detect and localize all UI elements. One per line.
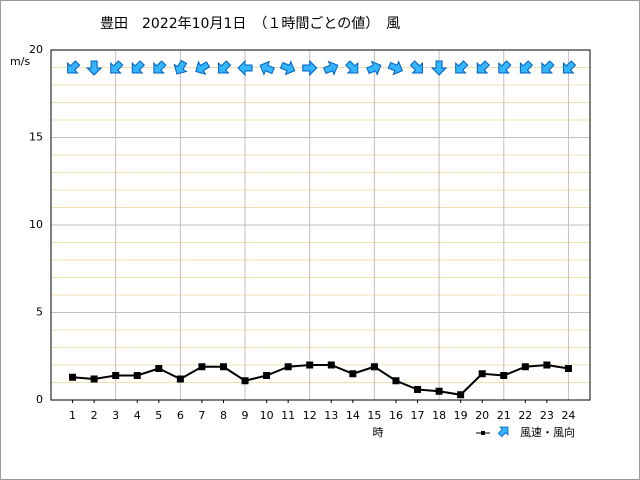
point [414,386,422,393]
x-tick-label: 11 [281,409,295,422]
x-tick-label: 18 [432,409,446,422]
point [349,370,357,378]
y-tick-label: 10 [29,218,43,231]
y-tick-label: 5 [36,306,43,319]
x-tick-label: 13 [324,409,338,422]
x-tick-label: 8 [220,409,227,422]
wind-arrow [302,59,318,77]
series-line [72,363,569,396]
x-tick-label: 24 [561,409,575,422]
wind-arrow [345,60,359,74]
x-tick-label: 21 [497,409,511,422]
wind-arrow [85,60,103,76]
chart-title: 豊田 2022年10月1日 （１時間ごとの値） 風 [100,16,400,32]
point [564,365,572,372]
point [327,361,335,369]
wind-arrow [455,60,469,74]
x-tick-label: 5 [155,409,162,422]
point [198,363,206,371]
x-tick-label: 4 [134,409,141,422]
point [478,370,486,378]
x-tick-label: 20 [475,409,489,422]
wind-arrow [67,60,81,74]
point [306,361,314,369]
point [284,363,292,371]
point [370,363,378,371]
point [219,363,227,371]
point [521,363,529,371]
wind-arrow [387,60,404,76]
point [176,375,184,383]
wind-arrow [237,59,253,77]
point [392,377,400,385]
wind-arrow [279,60,296,76]
x-tick-label: 23 [540,409,554,422]
y-unit: m/s [10,55,30,68]
x-tick-label: 19 [454,409,468,422]
plot-border [50,49,591,401]
point [500,372,508,379]
x-tick-label: 3 [112,409,119,422]
x-label: 時 [373,426,384,439]
x-tick-label: 12 [303,409,317,422]
point [112,372,120,379]
x-tick-label: 2 [91,409,98,422]
wind-arrow [110,60,124,74]
wind-arrow [498,60,512,74]
wind-arrow [476,60,490,74]
wind-arrow [519,60,534,74]
point [133,372,141,379]
point [90,375,98,383]
x-tick-label: 9 [242,409,249,422]
wind-arrow [195,60,211,75]
x-tick-label: 15 [367,409,381,422]
wind-arrow [173,59,188,75]
point [155,365,163,372]
wind-arrow [131,60,146,74]
x-tick-label: 1 [69,409,76,422]
point [263,372,271,379]
wind-arrow [366,60,382,76]
x-tick-label: 7 [198,409,205,422]
x-tick-label: 6 [177,409,184,422]
wind-arrow [153,60,167,74]
point [241,377,249,385]
legend-marker [481,431,485,435]
wind-arrow [430,60,448,76]
legend-arrow [497,426,509,438]
x-tick-label: 16 [389,409,403,422]
legend-label: 風速・風向 [520,425,575,439]
wind-arrow [218,60,232,74]
wind-arrow [259,60,275,76]
y-tick-label: 20 [29,43,43,56]
x-tick-label: 10 [260,409,274,422]
wind-arrow [323,60,339,76]
y-tick-label: 0 [36,393,43,406]
point [435,387,443,395]
x-tick-label: 22 [518,409,532,422]
point [69,373,77,381]
point [457,391,465,399]
x-tick-label: 17 [411,409,425,422]
point [543,361,551,369]
wind-arrow [541,60,555,74]
y-tick-label: 15 [29,131,43,144]
x-tick-label: 14 [346,409,360,422]
wind-arrow [562,60,577,74]
wind-arrow [409,60,423,74]
